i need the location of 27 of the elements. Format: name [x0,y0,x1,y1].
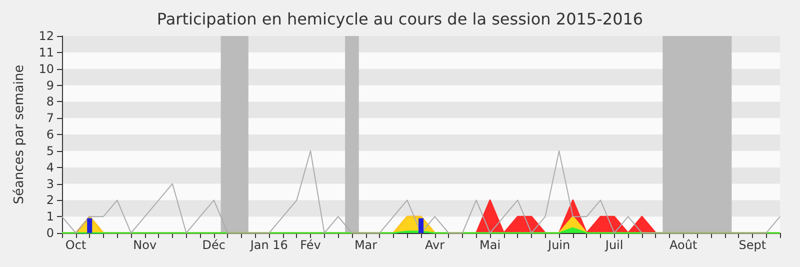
x-tick-label: Août [670,238,698,252]
y-tick-label: 1 [46,210,54,224]
y-tick-label: 7 [46,111,54,126]
x-tick-label: Mai [480,238,501,252]
x-tick-label: Fév [300,238,321,252]
chart-title: Participation en hemicycle au cours de la session 2015-2016 [156,10,644,28]
y-tick-label: 4 [46,160,54,174]
x-tick-label: Avr [425,238,445,252]
y-tick-label: 11 [38,45,54,60]
y-tick-label: 10 [38,62,54,76]
x-tick-label: Sept [738,238,766,252]
y-tick-label: 9 [46,78,54,92]
y-tick-label: 8 [46,94,54,109]
x-tick-label: Oct [65,238,86,252]
y-tick-label: 12 [38,29,54,43]
y-tick-label: 6 [46,128,54,142]
x-tick-label: Mar [354,238,378,252]
y-tick-label: 3 [46,176,54,191]
x-tick-label: Juin [547,238,570,252]
x-tick-label: Nov [133,238,157,252]
x-tick-label: Juil [604,238,624,252]
x-tick-label: Déc [202,238,226,252]
y-tick-label: 2 [46,193,54,208]
x-tick-label: Jan 16 [249,238,288,252]
y-tick-label: 5 [46,144,54,158]
y-axis-title: Séances par semaine [12,64,27,204]
y-tick-label: 0 [46,226,54,240]
